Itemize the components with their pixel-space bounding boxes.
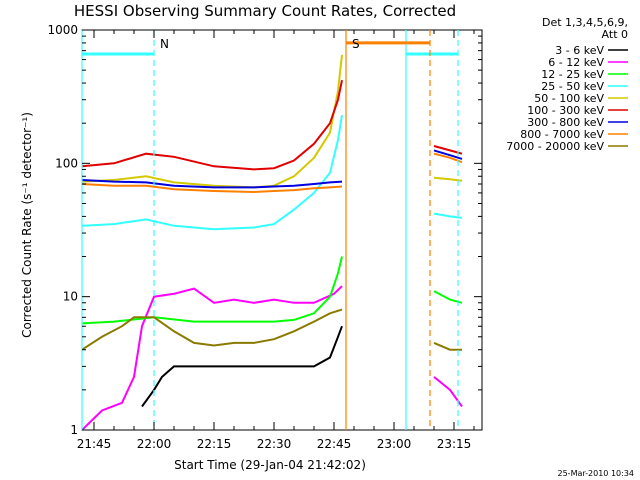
series-line-7000-20000-kev <box>82 308 343 351</box>
plot-area <box>81 29 483 431</box>
x-axis: 21:45 22:00 22:15 22:30 22:45 23:00 23:15 <box>77 30 475 451</box>
legend-label-100-300-kev: 100 - 300 keV <box>527 104 604 117</box>
x-tick-label: 23:15 <box>437 437 472 451</box>
y-axis: 1 10 100 1000 <box>47 23 482 437</box>
chart-title: HESSI Observing Summary Count Rates, Cor… <box>74 2 456 20</box>
x-tick-label: 22:15 <box>197 437 232 451</box>
x-tick-label: 23:00 <box>377 437 412 451</box>
series-layer <box>82 54 463 430</box>
x-tick-label: 22:30 <box>257 437 292 451</box>
plot-frame <box>81 29 483 431</box>
annotation-n: N <box>160 37 169 51</box>
legend-label-800-7000-kev: 800 - 7000 keV <box>520 128 604 141</box>
timestamp: 25-Mar-2010 10:34 <box>558 469 635 478</box>
legend-label-50-100-kev: 50 - 100 keV <box>534 92 604 105</box>
series-line-25-50-kev <box>82 114 343 231</box>
legend-label-25-50-kev: 25 - 50 keV <box>541 80 604 93</box>
series-line-12-25-kev <box>82 256 343 325</box>
legend-label-300-800-kev: 300 - 800 keV <box>527 116 604 129</box>
x-tick-label: 22:45 <box>317 437 352 451</box>
legend-header-line-2: Att 0 <box>602 28 628 41</box>
legend-label-12-25-kev: 12 - 25 keV <box>541 68 604 81</box>
series-line-post-25-50-kev <box>433 212 463 219</box>
x-tick-label: 21:45 <box>77 437 112 451</box>
legend-label-6-12-kev: 6 - 12 keV <box>548 56 604 69</box>
y-tick-label: 1000 <box>47 23 78 37</box>
legend-label-7000-20000-kev: 7000 - 20000 keV <box>506 140 604 153</box>
legend-label-3-6-kev: 3 - 6 keV <box>555 44 604 57</box>
series-line-50-100-kev <box>82 54 343 189</box>
y-axis-label: Corrected Count Rate (s⁻¹ detector⁻¹) <box>20 112 34 338</box>
series-line-post-7000-20000-kev <box>433 341 462 351</box>
x-tick-label: 22:00 <box>137 437 172 451</box>
series-line-post-300-800-kev <box>433 149 463 160</box>
series-line-6-12-kev <box>82 285 343 430</box>
x-axis-label: Start Time (29-Jan-04 21:42:02) <box>174 458 366 472</box>
legend-header-line-1: Det 1,3,4,5,6,9, <box>542 16 628 29</box>
series-line-3-6-kev <box>141 325 343 408</box>
y-tick-label: 100 <box>55 156 78 170</box>
series-line-300-800-kev <box>82 179 343 189</box>
series-line-100-300-kev <box>82 79 343 171</box>
y-tick-label: 1 <box>70 423 78 437</box>
y-tick-label: 10 <box>63 290 78 304</box>
annotation-s: S <box>352 37 360 51</box>
series-line-800-7000-kev <box>82 183 343 194</box>
